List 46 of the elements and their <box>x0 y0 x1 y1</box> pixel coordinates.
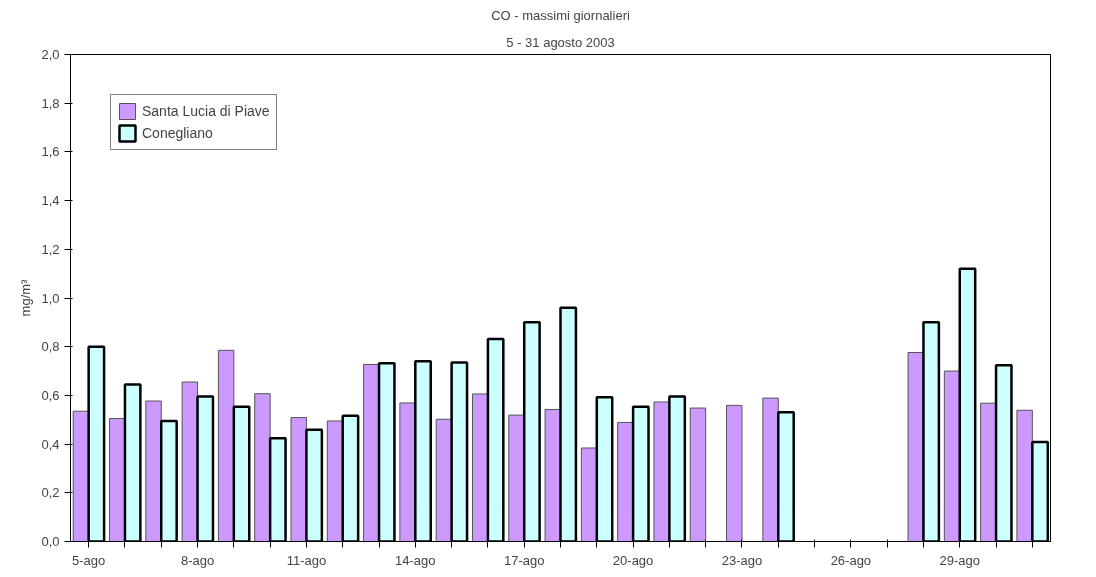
y-tick-label: 1,4 <box>41 193 60 209</box>
x-tick-label: 14-ago <box>395 552 436 568</box>
y-tick-label: 1,6 <box>41 144 60 160</box>
bar <box>980 402 997 542</box>
x-tick-label: 8-ago <box>180 552 215 568</box>
bar <box>145 400 162 542</box>
y-tick-label: 2,0 <box>41 47 60 62</box>
bar <box>762 397 779 542</box>
x-tick-label: 5-ago <box>72 552 106 568</box>
y-tick-label: 1,8 <box>41 95 60 111</box>
x-tick-label: 26-ago <box>830 552 872 568</box>
x-tick-label: 29-ago <box>939 552 980 568</box>
bar <box>254 393 271 542</box>
y-tick-label: 0,4 <box>41 436 60 452</box>
bar <box>217 349 235 542</box>
bar <box>290 417 307 542</box>
bar <box>943 370 961 542</box>
bar <box>508 414 525 542</box>
y-tick-label: 1,0 <box>41 290 60 306</box>
legend-label: Santa Lucia di Piave <box>142 103 270 119</box>
bar <box>109 418 126 542</box>
y-tick-label: 0,8 <box>41 339 60 355</box>
bar <box>471 393 489 542</box>
bar <box>1016 409 1033 542</box>
chart-subtitle: 5 - 31 agosto 2003 <box>506 34 615 50</box>
bar <box>689 407 707 542</box>
y-axis-title: mg/m³ <box>18 278 34 317</box>
y-tick-label: 1,2 <box>41 241 60 257</box>
bar <box>726 404 743 542</box>
bar <box>363 363 380 542</box>
x-tick-label: 17-ago <box>503 552 545 568</box>
y-tick-label: 0,6 <box>41 387 60 403</box>
bar <box>653 401 670 542</box>
bar <box>907 352 924 542</box>
bar <box>181 381 199 542</box>
bar <box>580 447 598 542</box>
x-tick-label: 20-ago <box>612 552 654 568</box>
bar <box>399 402 416 542</box>
legend-label: Conegliano <box>142 125 213 141</box>
chart-title: CO - massimi giornalieri <box>491 7 630 23</box>
y-tick-label: 0,0 <box>41 534 60 549</box>
x-tick-label: 23-ago <box>721 552 763 568</box>
bar <box>617 421 634 542</box>
y-tick-label: 0,2 <box>41 485 60 501</box>
x-tick-label: 11-ago <box>286 552 327 568</box>
bar <box>544 409 561 542</box>
